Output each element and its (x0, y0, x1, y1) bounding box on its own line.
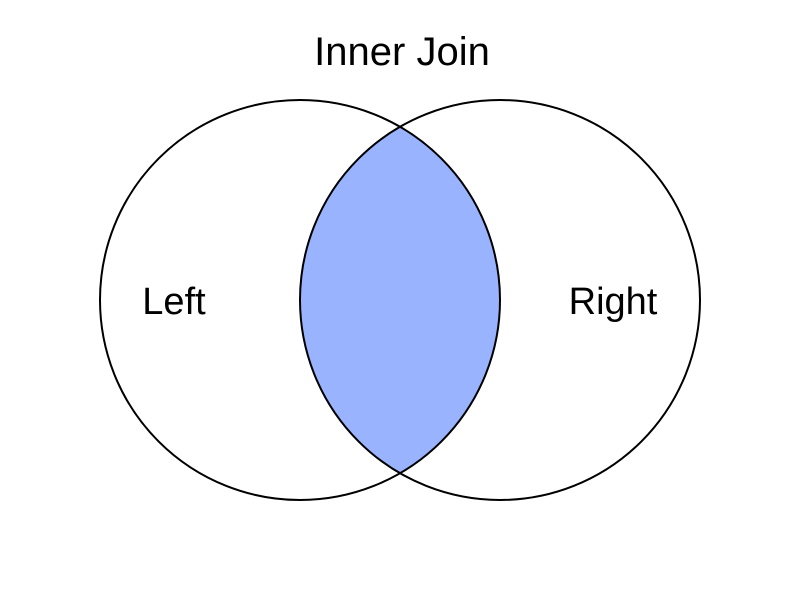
right-set-label: Right (569, 281, 658, 323)
intersection-region (300, 100, 500, 500)
right-circle (299, 99, 701, 501)
diagram-title: Inner Join (314, 30, 490, 74)
left-circle (99, 99, 501, 501)
left-set-label: Left (142, 281, 206, 323)
